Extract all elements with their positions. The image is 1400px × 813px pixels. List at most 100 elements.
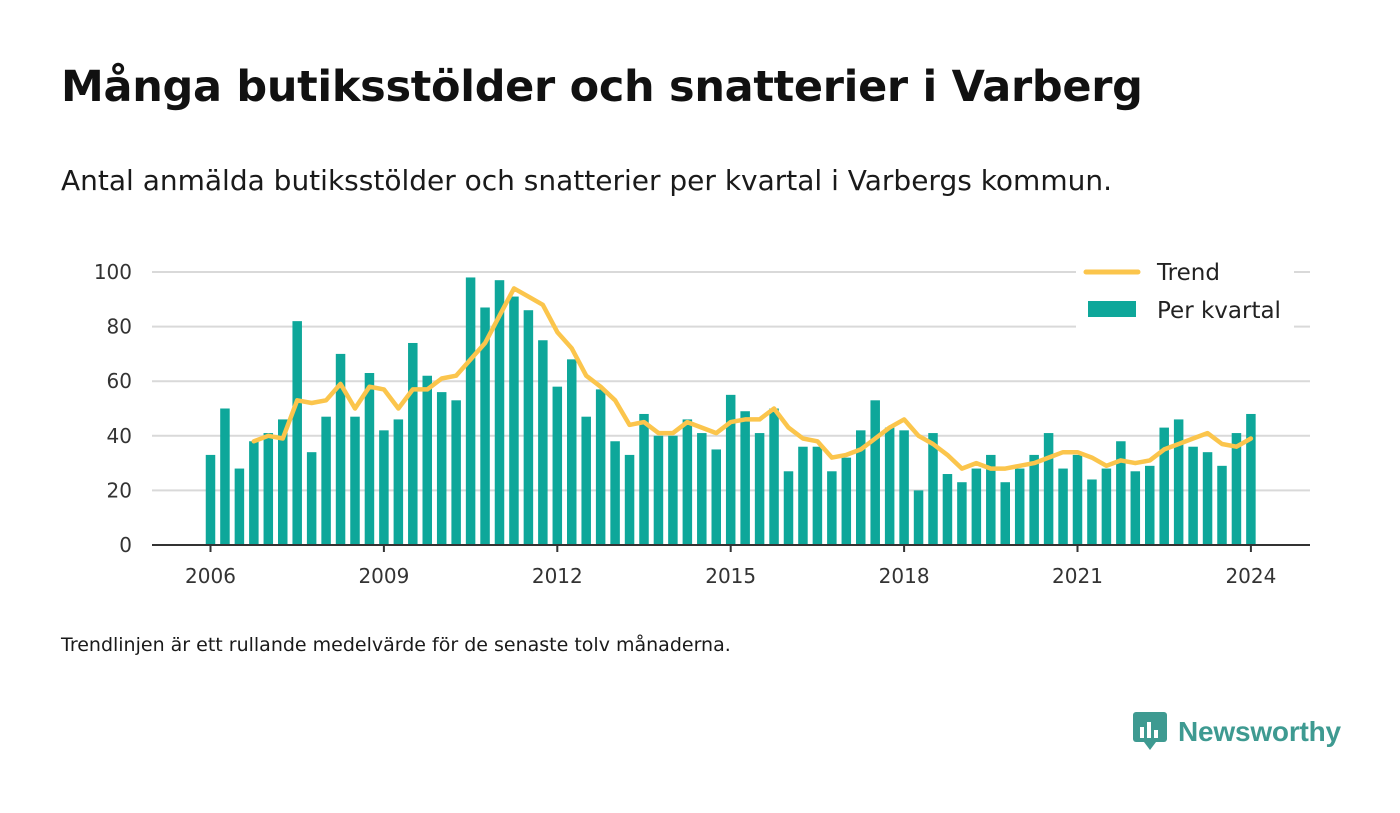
legend: Trend Per kvartal [1076,256,1294,328]
bar [1246,413,1256,545]
x-tick-label: 2018 [879,564,930,588]
bar [538,340,548,545]
bar [205,454,216,545]
bar [422,375,432,545]
bar [480,307,490,545]
bar [697,433,707,545]
bar [1159,427,1169,545]
bar [1173,419,1184,545]
bar [249,441,259,545]
y-tick-label: 60 [107,369,132,393]
bar [986,454,996,545]
x-tick-label: 2015 [705,564,756,588]
legend-label-per-kvartal: Per kvartal [1157,298,1281,324]
bar [451,400,461,545]
bar [928,433,938,545]
footnote: Trendlinjen är ett rullande medelvärde f… [61,634,731,656]
bar [1116,441,1126,545]
bar [711,449,721,545]
legend-bar-swatch [1088,301,1136,317]
x-tick-label: 2024 [1225,564,1276,588]
bar [1014,468,1025,545]
x-tick-label: 2021 [1052,564,1103,588]
trend-line [251,286,1254,471]
bar [653,435,664,545]
bar [827,471,837,545]
bar [306,452,317,545]
y-tick-label: 80 [107,315,132,339]
bar [408,342,418,545]
bar [856,430,866,545]
bar [595,389,606,545]
y-tick-label: 40 [107,424,132,448]
trend-line-layer [251,286,1254,471]
chart-subtitle: Antal anmälda butiksstölder och snatteri… [61,164,1112,197]
bar [942,474,953,545]
newsworthy-logo-icon [1133,712,1167,750]
chart-title: Många butiksstölder och snatterier i Var… [61,62,1143,112]
bar [552,386,563,545]
bar [364,373,375,545]
bar [870,400,880,545]
bar [740,411,750,545]
bar [899,430,909,545]
bar [1101,468,1112,545]
x-tick-label: 2006 [185,564,236,588]
bar [567,359,577,545]
bar [321,416,331,545]
bar [335,353,346,545]
bar [971,468,982,545]
bar [725,394,736,545]
bar [841,457,852,545]
bar [1087,479,1097,545]
bar [668,435,678,545]
y-tick-label: 100 [94,260,132,284]
bar [379,430,389,545]
bar [769,408,779,545]
y-tick-label: 20 [107,478,132,502]
bar [234,468,245,545]
x-tick-label: 2012 [532,564,583,588]
bar [278,419,288,545]
bar [494,280,505,545]
bar [682,419,693,545]
bar [798,446,808,545]
bar [1231,433,1242,545]
bar [884,427,895,545]
bar [393,419,404,545]
bar [350,416,360,545]
bar [465,277,476,545]
bar [509,296,519,545]
bar [1202,452,1213,545]
bar [581,416,591,545]
bars-per-kvartal [205,277,1256,545]
newsworthy-logo[interactable]: Newsworthy [1133,712,1341,752]
bar [754,433,765,545]
bar [1043,433,1054,545]
x-tick-label: 2009 [358,564,409,588]
bar [610,441,620,545]
bar [1145,465,1155,545]
bar [957,482,967,545]
y-tick-label: 0 [119,533,132,557]
bar [624,454,635,545]
bar [1217,465,1227,545]
bar [1072,454,1083,545]
bar [1029,454,1039,545]
bar [1058,468,1068,545]
bar [220,408,230,545]
bar [436,392,447,545]
bar [812,446,823,545]
bar [913,490,924,545]
brand-name: Newsworthy [1178,716,1341,747]
bar [639,413,649,545]
legend-label-trend: Trend [1156,260,1220,286]
bar [783,471,794,545]
axes: 0 20 40 60 80 100 2006 2009 2012 2015 2018 2021 2024 [94,260,1310,588]
bar [1130,471,1141,545]
bar [292,321,302,545]
bar [523,310,534,545]
bar [1000,482,1010,545]
bar [263,433,274,545]
